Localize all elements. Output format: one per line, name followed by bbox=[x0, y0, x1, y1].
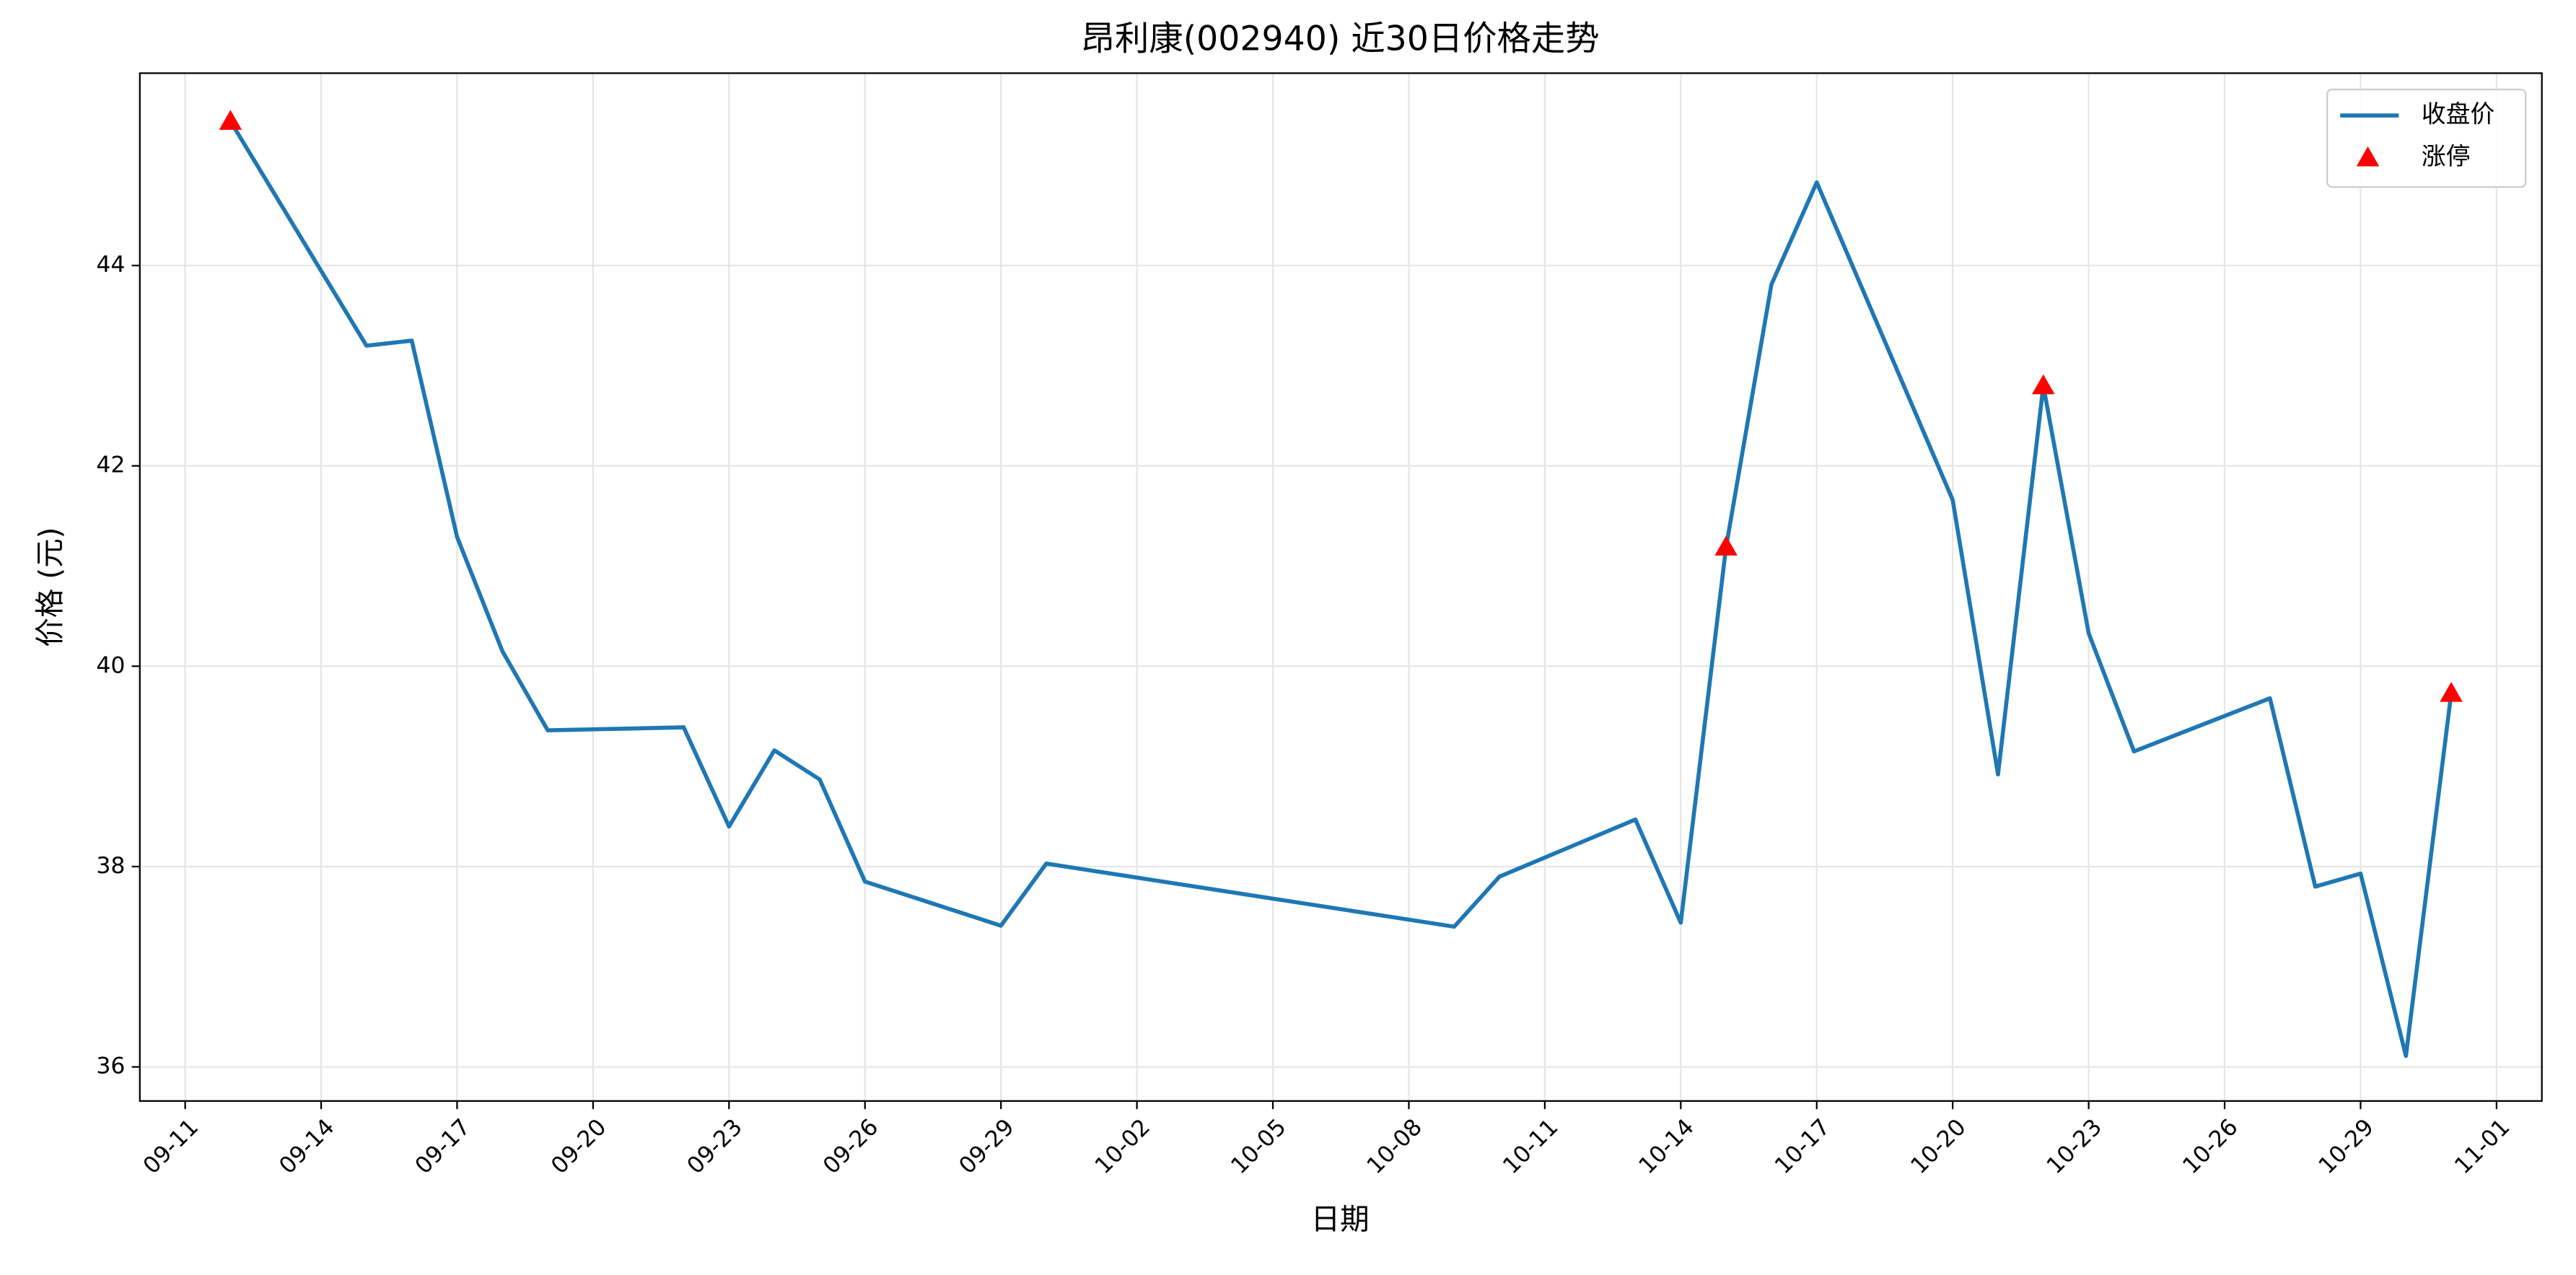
background bbox=[13, 0, 2563, 1275]
chart-title: 昂利康(002940) 近30日价格走势 bbox=[1081, 19, 1600, 58]
x-axis-label: 日期 bbox=[1311, 1202, 1370, 1237]
y-axis-label: 价格 (元) bbox=[32, 527, 67, 647]
legend-label: 收盘价 bbox=[2422, 100, 2494, 128]
y-tick-label: 42 bbox=[96, 452, 125, 478]
plot-frame bbox=[139, 72, 2543, 1102]
y-tick-label: 44 bbox=[96, 252, 125, 278]
y-tick-label: 38 bbox=[96, 853, 125, 879]
limit-up-marker bbox=[2440, 682, 2463, 702]
legend-label: 涨停 bbox=[2422, 142, 2471, 170]
limit-up-marker bbox=[2032, 374, 2055, 395]
price-line bbox=[229, 120, 2453, 1059]
y-tick-label: 40 bbox=[96, 652, 125, 678]
limit-up-marker bbox=[1714, 535, 1738, 556]
y-tick-label: 36 bbox=[96, 1053, 125, 1079]
limit-up-marker bbox=[219, 110, 242, 130]
legend-symbol bbox=[2356, 146, 2380, 167]
